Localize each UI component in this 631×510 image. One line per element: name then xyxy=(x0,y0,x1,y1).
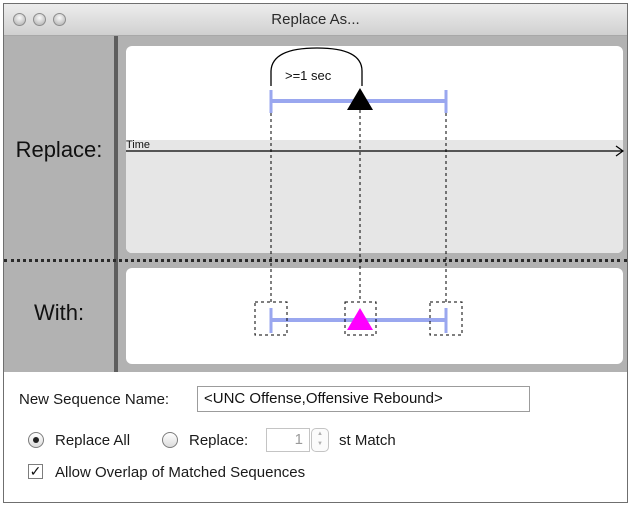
replace-all-label[interactable]: Replace All xyxy=(55,432,131,449)
window-title: Replace As... xyxy=(271,11,360,28)
time-axis-arrow-icon xyxy=(615,145,625,157)
with-row-label: With: xyxy=(33,300,85,325)
options-panel: New Sequence Name: <UNC Offense,Offensiv… xyxy=(4,372,627,502)
replace-pattern-panel xyxy=(126,46,623,253)
label-column-divider xyxy=(114,36,118,372)
with-start-selection-box xyxy=(254,301,288,336)
match-number-field[interactable]: 1 xyxy=(266,428,310,452)
zoom-window-button[interactable] xyxy=(53,13,66,26)
stepper-up-icon[interactable]: ▲ xyxy=(317,431,323,437)
title-bar: Replace As... xyxy=(4,4,627,36)
sequence-name-input[interactable]: <UNC Offense,Offensive Rebound> xyxy=(197,386,530,412)
with-end-selection-box xyxy=(429,301,463,336)
replace-row-label: Replace: xyxy=(15,137,103,162)
match-suffix-label: st Match xyxy=(339,432,396,449)
close-window-button[interactable] xyxy=(13,13,26,26)
stepper-down-icon[interactable]: ▼ xyxy=(317,441,323,447)
with-pattern-panel xyxy=(126,268,623,364)
replace-all-radio[interactable] xyxy=(28,432,44,448)
timeline-diagram: >=1 sec Time xyxy=(126,47,625,336)
replace-nth-radio[interactable] xyxy=(162,432,178,448)
radio-selected-dot xyxy=(33,437,39,443)
duration-label: >=1 sec xyxy=(285,68,332,83)
row-separator xyxy=(4,259,627,262)
with-event-marker[interactable] xyxy=(347,308,373,330)
replace-panel-lower-band xyxy=(126,140,623,253)
allow-overlap-checkbox[interactable]: ✓ xyxy=(28,463,43,479)
minimize-window-button[interactable] xyxy=(33,13,46,26)
sequence-name-label: New Sequence Name: xyxy=(19,391,170,408)
replace-nth-label[interactable]: Replace: xyxy=(189,432,249,449)
allow-overlap-label[interactable]: Allow Overlap of Matched Sequences xyxy=(55,464,306,481)
time-axis-label: Time xyxy=(126,139,150,151)
with-event-selection-box xyxy=(344,301,377,336)
replace-event-marker[interactable] xyxy=(347,88,373,110)
pattern-editor: Replace: With: >=1 sec Time xyxy=(4,36,627,372)
duration-arc xyxy=(270,47,363,86)
replace-as-window: Replace As... Replace: With: >=1 sec Tim… xyxy=(3,3,628,503)
match-number-stepper[interactable]: ▲ ▼ xyxy=(311,428,329,452)
